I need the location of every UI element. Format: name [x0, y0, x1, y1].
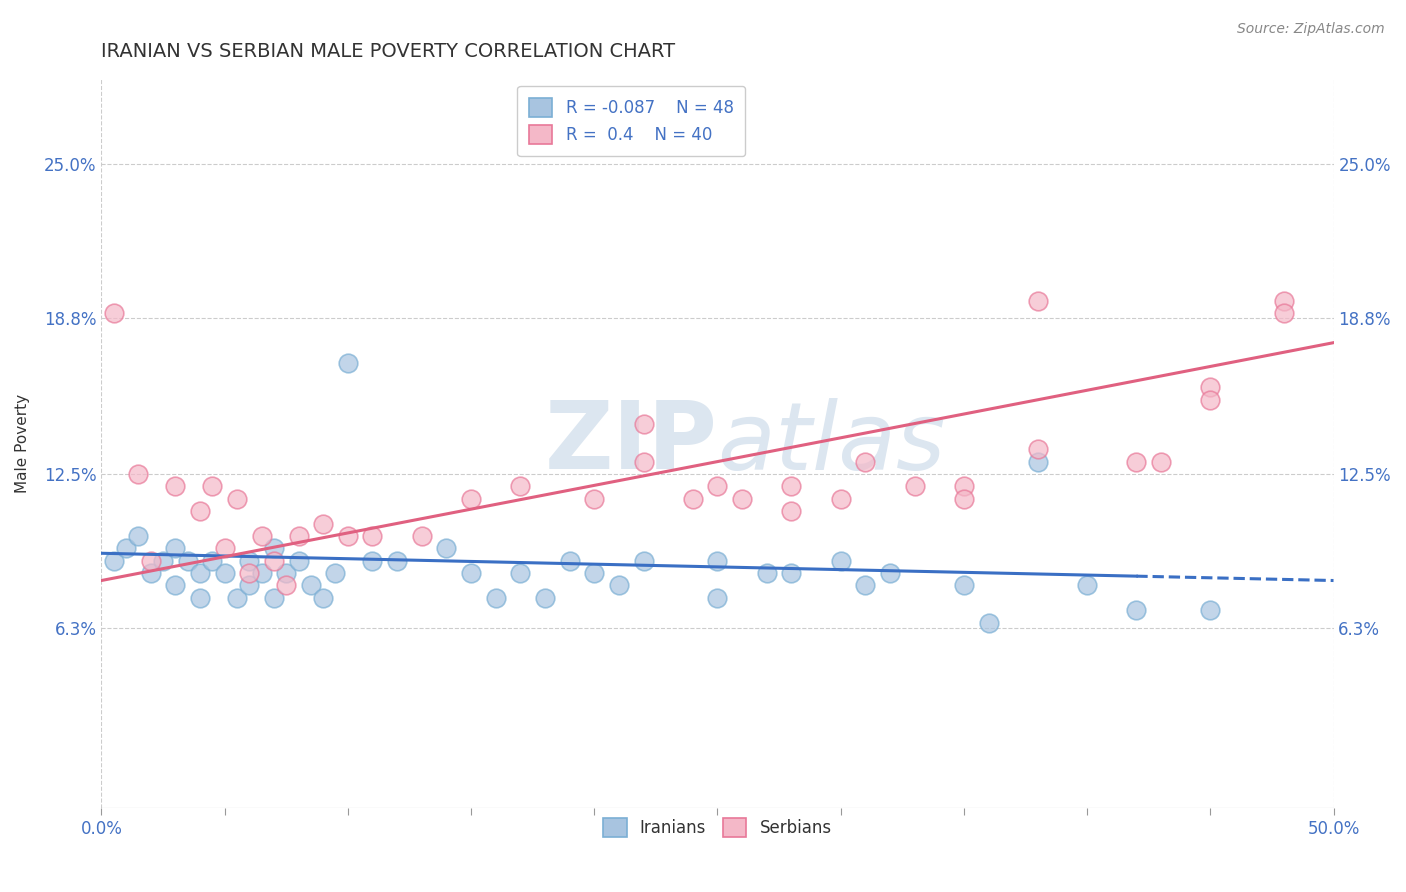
Point — [225, 491, 247, 506]
Point — [312, 516, 335, 531]
Point — [830, 554, 852, 568]
Point — [953, 479, 976, 493]
Point — [1125, 454, 1147, 468]
Point — [1199, 392, 1222, 407]
Point — [188, 566, 211, 580]
Point — [287, 529, 309, 543]
Point — [633, 554, 655, 568]
Point — [1199, 603, 1222, 617]
Point — [176, 554, 198, 568]
Point — [706, 479, 728, 493]
Point — [607, 578, 630, 592]
Point — [1026, 442, 1049, 457]
Point — [460, 566, 482, 580]
Text: Source: ZipAtlas.com: Source: ZipAtlas.com — [1237, 22, 1385, 37]
Point — [953, 578, 976, 592]
Point — [1272, 293, 1295, 308]
Point — [103, 554, 125, 568]
Point — [263, 591, 285, 605]
Point — [312, 591, 335, 605]
Text: IRANIAN VS SERBIAN MALE POVERTY CORRELATION CHART: IRANIAN VS SERBIAN MALE POVERTY CORRELAT… — [101, 42, 675, 61]
Point — [633, 417, 655, 432]
Point — [325, 566, 347, 580]
Point — [250, 529, 273, 543]
Point — [1026, 454, 1049, 468]
Point — [188, 591, 211, 605]
Point — [336, 355, 359, 369]
Point — [780, 504, 803, 518]
Point — [534, 591, 557, 605]
Point — [977, 615, 1000, 630]
Point — [731, 491, 754, 506]
Point — [276, 578, 298, 592]
Point — [214, 566, 236, 580]
Text: atlas: atlas — [717, 398, 946, 489]
Point — [411, 529, 433, 543]
Point — [1076, 578, 1098, 592]
Point — [583, 566, 606, 580]
Point — [1026, 293, 1049, 308]
Point — [165, 479, 187, 493]
Point — [879, 566, 901, 580]
Point — [361, 554, 384, 568]
Point — [558, 554, 581, 568]
Point — [238, 566, 260, 580]
Point — [385, 554, 408, 568]
Point — [853, 578, 876, 592]
Point — [830, 491, 852, 506]
Point — [165, 541, 187, 556]
Point — [509, 479, 531, 493]
Point — [276, 566, 298, 580]
Point — [250, 566, 273, 580]
Point — [509, 566, 531, 580]
Legend: Iranians, Serbians: Iranians, Serbians — [596, 812, 838, 844]
Point — [706, 591, 728, 605]
Point — [780, 566, 803, 580]
Point — [853, 454, 876, 468]
Point — [706, 554, 728, 568]
Y-axis label: Male Poverty: Male Poverty — [15, 393, 30, 492]
Point — [682, 491, 704, 506]
Point — [903, 479, 925, 493]
Point — [263, 554, 285, 568]
Point — [115, 541, 138, 556]
Point — [127, 529, 149, 543]
Point — [953, 491, 976, 506]
Point — [214, 541, 236, 556]
Point — [1125, 603, 1147, 617]
Point — [583, 491, 606, 506]
Point — [1199, 380, 1222, 394]
Text: ZIP: ZIP — [544, 397, 717, 489]
Point — [299, 578, 322, 592]
Point — [139, 566, 162, 580]
Point — [780, 479, 803, 493]
Point — [755, 566, 778, 580]
Point — [1272, 306, 1295, 320]
Point — [485, 591, 508, 605]
Point — [152, 554, 174, 568]
Point — [139, 554, 162, 568]
Point — [238, 578, 260, 592]
Point — [1150, 454, 1173, 468]
Point — [263, 541, 285, 556]
Point — [336, 529, 359, 543]
Point — [238, 554, 260, 568]
Point — [165, 578, 187, 592]
Point — [225, 591, 247, 605]
Point — [188, 504, 211, 518]
Point — [201, 479, 224, 493]
Point — [287, 554, 309, 568]
Point — [633, 454, 655, 468]
Point — [127, 467, 149, 481]
Point — [460, 491, 482, 506]
Point — [361, 529, 384, 543]
Point — [434, 541, 457, 556]
Point — [201, 554, 224, 568]
Point — [103, 306, 125, 320]
